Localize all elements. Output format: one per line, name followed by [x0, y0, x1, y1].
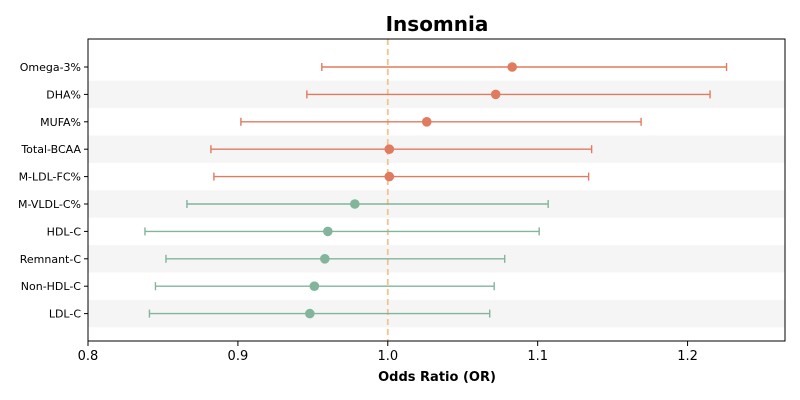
- y-tick-label: MUFA%: [40, 116, 81, 129]
- x-axis: 0.8 0.9 1.0 1.1 1.2: [78, 341, 698, 364]
- y-tick-label: Omega-3%: [20, 61, 81, 74]
- y-tick-label: M-VLDL-C%: [18, 198, 81, 211]
- chart-title: Insomnia: [386, 12, 489, 36]
- y-tick-label: Total-BCAA: [20, 143, 81, 156]
- plot-marks: [144, 62, 728, 319]
- y-axis: Omega-3% DHA% MUFA% Total-BCAA M-LDL-FC% M-VL…: [18, 61, 88, 321]
- x-tick-label: 0.9: [228, 349, 249, 364]
- or-point: [309, 281, 320, 292]
- y-tick-label: HDL-C: [47, 225, 82, 238]
- x-tick-label: 0.8: [78, 349, 99, 364]
- y-tick-label: Non-HDL-C: [21, 280, 82, 293]
- plot-frame: [87, 38, 786, 342]
- x-tick-label: 1.0: [377, 349, 398, 364]
- or-point: [323, 226, 333, 237]
- x-tick-label: 1.1: [527, 349, 548, 364]
- or-point: [421, 117, 432, 127]
- or-point: [507, 62, 517, 72]
- or-point: [305, 308, 315, 319]
- y-tick-label: M-LDL-FC%: [19, 171, 81, 184]
- or-point: [490, 89, 501, 100]
- or-point: [320, 253, 330, 264]
- or-point: [384, 171, 395, 182]
- y-tick-label: Remnant-C: [20, 253, 82, 266]
- y-tick-label: DHA%: [46, 88, 81, 101]
- y-tick-label: LDL-C: [49, 308, 82, 321]
- or-point: [384, 144, 395, 154]
- x-tick-label: 1.2: [677, 349, 698, 364]
- or-point: [350, 199, 360, 209]
- x-axis-label: Odds Ratio (OR): [378, 370, 496, 385]
